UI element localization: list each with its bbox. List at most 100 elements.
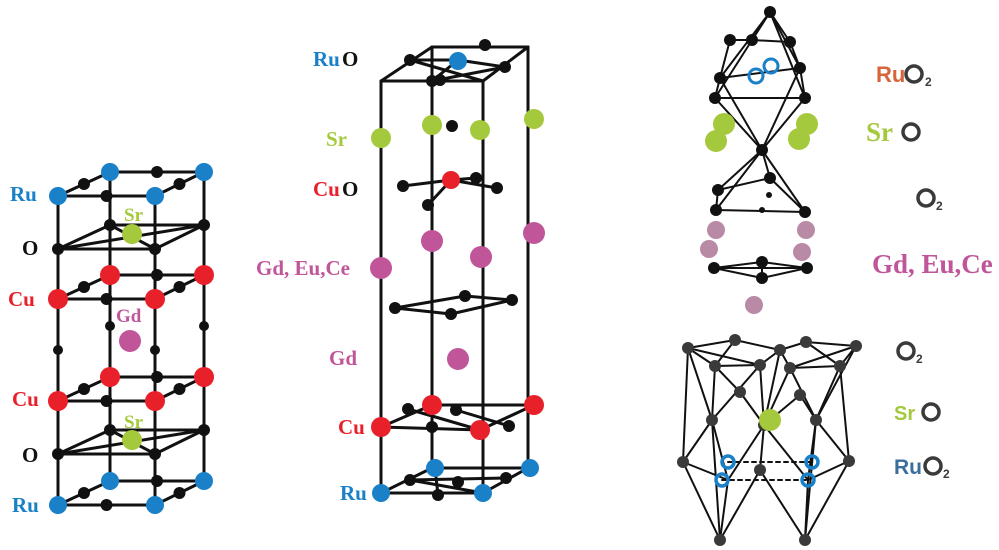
o-plane-edge bbox=[713, 267, 763, 279]
ru-ring bbox=[800, 472, 816, 488]
sr-atom bbox=[422, 115, 442, 135]
oxygen-atom bbox=[491, 182, 503, 194]
oxygen-atom bbox=[756, 144, 768, 156]
oxygen-atom bbox=[104, 219, 116, 231]
octahedron-edge bbox=[719, 39, 731, 79]
oxygen-atom bbox=[151, 269, 163, 281]
oxygen-atom bbox=[710, 204, 722, 216]
ru-atom bbox=[372, 484, 390, 502]
pyramid-edge bbox=[761, 149, 806, 213]
octahedron-edge bbox=[815, 345, 857, 421]
gd-atom bbox=[119, 330, 141, 352]
octahedron-edge bbox=[714, 365, 741, 393]
oxygen-atom bbox=[149, 448, 161, 460]
cu-atom bbox=[48, 289, 68, 309]
oxygen-atom bbox=[78, 281, 90, 293]
oxygen-atom bbox=[714, 72, 726, 84]
middle-label-sr: Sr bbox=[326, 127, 347, 151]
ru-atom bbox=[521, 459, 539, 477]
oxygen-atom bbox=[729, 334, 741, 346]
octahedron-edge bbox=[719, 77, 763, 151]
right-upper-polyhedra-atoms bbox=[700, 6, 818, 314]
oxygen-atom bbox=[754, 464, 766, 476]
oxygen-atom bbox=[149, 243, 161, 255]
ruo-layer-edge bbox=[408, 478, 485, 495]
ru-atom bbox=[449, 52, 467, 70]
octahedron-edge bbox=[719, 11, 771, 79]
ru-atom bbox=[195, 163, 213, 181]
right-label-gd-eu-ce: Gd, Eu,Ce bbox=[872, 249, 993, 279]
oxygen-atom bbox=[706, 414, 718, 426]
oxygen-atom bbox=[445, 308, 457, 320]
oxygen-atom bbox=[389, 302, 401, 314]
octahedron-edge bbox=[769, 11, 806, 99]
left-label-cu-top: Cu bbox=[8, 287, 35, 311]
oxygen-atom bbox=[402, 403, 414, 415]
oxygen-atom bbox=[756, 256, 768, 268]
oxygen-atom bbox=[500, 472, 512, 484]
oxygen-atom bbox=[105, 321, 115, 331]
oxygen-atom bbox=[397, 180, 409, 192]
oxygen-atom bbox=[459, 290, 471, 302]
octahedron-edge bbox=[719, 67, 801, 79]
middle-label-cu-bottom: Cu bbox=[338, 415, 365, 439]
sr-atom bbox=[122, 224, 142, 244]
o-plane-edge bbox=[714, 364, 761, 367]
cu-atom bbox=[145, 289, 165, 309]
oxygen-atom bbox=[100, 395, 113, 407]
right-label-sr-low: Sr bbox=[894, 403, 915, 425]
cu-atom bbox=[524, 395, 544, 415]
ru-atom bbox=[146, 187, 164, 205]
left-label-o-top: O bbox=[22, 236, 38, 260]
octahedron-edge bbox=[804, 460, 850, 541]
oxygen-atom bbox=[100, 190, 113, 202]
oxygen-atom bbox=[78, 178, 90, 190]
oxygen-atom bbox=[470, 172, 482, 184]
layer-edge bbox=[56, 428, 112, 456]
right-label-ru-top: Ru bbox=[876, 62, 905, 87]
oxygen-atom bbox=[422, 199, 434, 211]
gd-atom bbox=[421, 230, 443, 252]
right-label-o2-top-sub: 2 bbox=[925, 75, 932, 89]
o-plane-edge bbox=[463, 294, 514, 302]
oxygen-atom bbox=[794, 389, 806, 401]
left-label-cu-bottom: Cu bbox=[12, 387, 39, 411]
oxygen-atom bbox=[104, 424, 116, 436]
oxygen-atom bbox=[432, 489, 444, 501]
sr-atom bbox=[371, 128, 391, 148]
oxygen-atom bbox=[173, 281, 186, 293]
octahedron-edge bbox=[761, 97, 806, 151]
oxygen-atom bbox=[446, 120, 458, 132]
gd-atom bbox=[447, 348, 469, 370]
right-label-o-ring-mid bbox=[916, 188, 936, 208]
oxygen-atom bbox=[746, 34, 758, 46]
octahedron-edge bbox=[719, 469, 761, 541]
sr-atom bbox=[122, 430, 142, 450]
oxygen-atom bbox=[714, 534, 726, 546]
left-label-gd: Gd bbox=[116, 306, 142, 327]
gd-atom bbox=[797, 221, 815, 239]
o-plane-edge bbox=[393, 306, 453, 316]
oxygen-atom bbox=[499, 61, 511, 73]
oxygen-atom bbox=[100, 499, 113, 511]
oxygen-atom bbox=[506, 294, 518, 306]
gd-atom bbox=[707, 221, 725, 239]
cu-atom bbox=[100, 265, 120, 285]
o-plane-edge bbox=[393, 294, 467, 310]
octahedron-edge bbox=[751, 39, 791, 43]
ru-ring bbox=[714, 472, 730, 488]
sr-atom bbox=[524, 109, 544, 129]
cuo-layer-edge bbox=[406, 407, 482, 432]
ru-ring bbox=[747, 67, 765, 85]
cu-atom bbox=[442, 171, 460, 189]
oxygen-atom bbox=[756, 272, 768, 284]
oxygen-atom bbox=[843, 455, 855, 467]
ru-atom bbox=[101, 472, 119, 490]
right-label-ru-low-sub: 2 bbox=[943, 467, 950, 481]
oxygen-atom bbox=[677, 456, 689, 468]
right-label-o-ring-ru-low bbox=[923, 456, 943, 476]
oxygen-atom bbox=[834, 360, 846, 372]
pyramid-edge bbox=[769, 177, 806, 213]
layer-edge bbox=[153, 223, 206, 251]
ru-ring bbox=[804, 454, 820, 470]
